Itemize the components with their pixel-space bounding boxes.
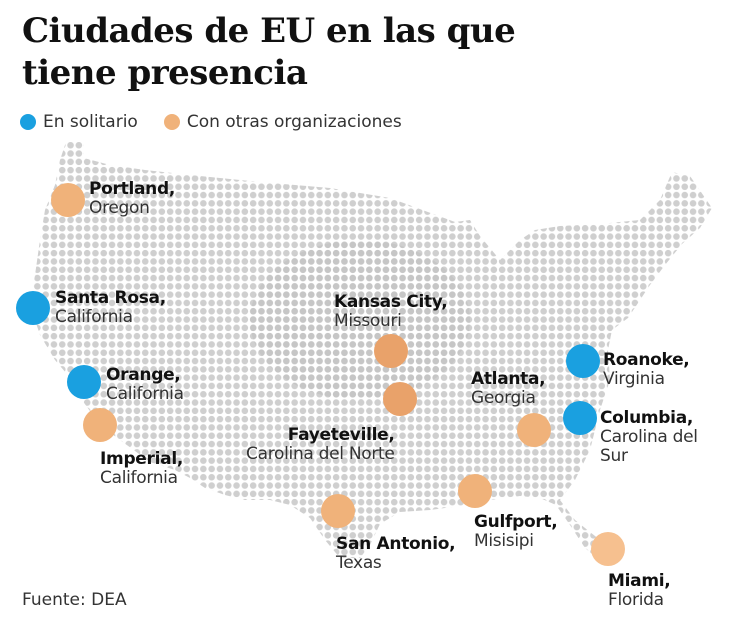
label-gulfport: Gulfport, Misisipi xyxy=(474,512,558,551)
marker-miami[interactable] xyxy=(591,532,625,566)
marker-atlanta[interactable] xyxy=(517,413,551,447)
label-fayeteville: Fayeteville, Carolina del Norte xyxy=(246,425,395,464)
blue-circle-icon xyxy=(20,114,36,130)
map-title: Ciudades de EU en las que tiene presenci… xyxy=(22,11,516,93)
marker-gulfport[interactable] xyxy=(458,474,492,508)
label-columbia: Columbia, Carolina del Sur xyxy=(600,408,698,466)
label-atlanta: Atlanta, Georgia xyxy=(471,369,546,408)
legend: En solitario Con otras organizaciones xyxy=(20,112,428,132)
label-imperial: Imperial, California xyxy=(100,449,184,488)
label-kansas-city: Kansas City, Missouri xyxy=(334,292,448,331)
legend-item-shared: Con otras organizaciones xyxy=(163,112,402,132)
label-portland: Portland, Oregon xyxy=(89,179,175,218)
label-miami: Miami, Florida xyxy=(608,571,671,610)
marker-san-antonio[interactable] xyxy=(321,494,355,528)
legend-label: Con otras organizaciones xyxy=(186,112,402,132)
marker-roanoke[interactable] xyxy=(566,344,600,378)
source-note: Fuente: DEA xyxy=(22,590,127,610)
marker-kansas-city[interactable] xyxy=(374,334,408,368)
marker-imperial[interactable] xyxy=(83,408,117,442)
label-orange: Orange, California xyxy=(106,365,184,404)
marker-portland[interactable] xyxy=(51,183,85,217)
label-roanoke: Roanoke, Virginia xyxy=(603,350,690,389)
label-santa-rosa: Santa Rosa, California xyxy=(55,288,166,327)
marker-santa-rosa[interactable] xyxy=(16,291,50,325)
label-san-antonio: San Antonio, Texas xyxy=(336,534,456,573)
marker-fayeteville[interactable] xyxy=(383,382,417,416)
marker-orange[interactable] xyxy=(67,365,101,399)
orange-circle-icon xyxy=(163,114,180,130)
watermark-seal xyxy=(250,240,470,400)
city-markers xyxy=(16,183,625,566)
legend-label: En solitario xyxy=(43,112,138,132)
marker-columbia[interactable] xyxy=(563,401,597,435)
legend-item-solo: En solitario xyxy=(20,112,138,132)
